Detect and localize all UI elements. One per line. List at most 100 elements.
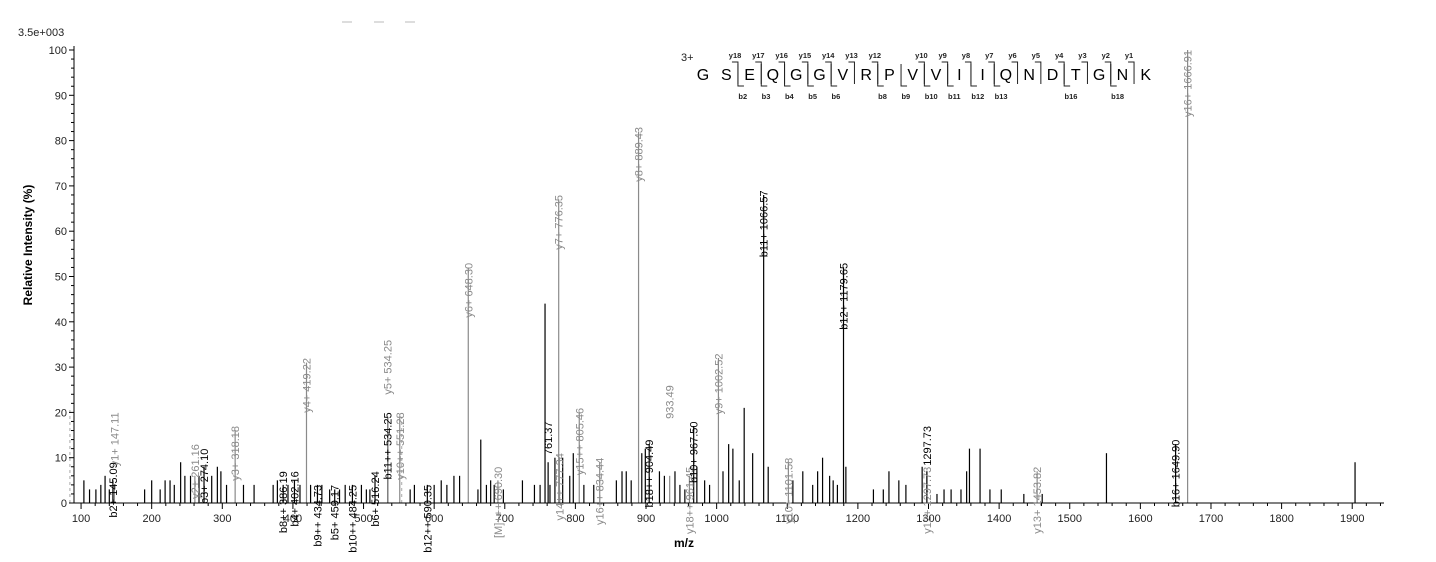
b-ion-number: 12 xyxy=(976,92,984,101)
sequence-charge: 3+ xyxy=(681,52,694,64)
peak-label: b11++ 534.25 xyxy=(383,412,395,479)
y-ion-bracket xyxy=(1081,61,1088,84)
y-ion-number: 1 xyxy=(1129,51,1133,60)
peak-label: y16++ 834.44 xyxy=(595,458,607,525)
y-ion-label: y xyxy=(938,51,943,60)
sequence-residue: I xyxy=(957,67,961,84)
b-ion-label: b xyxy=(995,92,1000,101)
sequence-residue: R xyxy=(860,67,872,84)
x-tick-label: 800 xyxy=(566,513,584,525)
y-ion-number: 5 xyxy=(1036,51,1040,60)
peak-label: y10++ 551.28 xyxy=(395,412,407,479)
peak-label: b2+ 145.09 xyxy=(108,462,120,517)
y-ion-number: 9 xyxy=(943,51,947,60)
b-ion-label: b xyxy=(738,92,743,101)
x-tick-label: 1400 xyxy=(987,513,1011,525)
x-tick-label: 300 xyxy=(213,513,231,525)
peak-label: b6+ 516.24 xyxy=(370,471,382,526)
peaks-layer xyxy=(69,50,1356,503)
sequence-residue: V xyxy=(837,67,848,84)
b-ion-bracket xyxy=(970,64,977,87)
b-ion-number: 10 xyxy=(929,92,937,101)
peak-label: y3+ 318.18 xyxy=(230,426,242,481)
peak-label: b12+ 1179.65 xyxy=(839,263,851,330)
peak-label: 761.37 xyxy=(543,421,555,455)
x-tick-label: 1900 xyxy=(1340,513,1364,525)
b-ion-bracket xyxy=(1063,64,1071,87)
peak-label: y12+ 1297.73 xyxy=(922,467,934,534)
peak-label: y16+ 1666.91 xyxy=(1183,50,1195,117)
sequence-residue: V xyxy=(907,67,918,84)
y-ion-label: y xyxy=(1102,51,1107,60)
b-ion-bracket xyxy=(760,64,768,87)
b-ion-number: 2 xyxy=(743,92,747,101)
sequence-residue: D xyxy=(1047,67,1059,84)
y-tick-label: 0 xyxy=(61,498,67,510)
sequence-residue: Q xyxy=(1000,67,1012,84)
peak-label: b16+ 1649.90 xyxy=(1171,440,1183,508)
sequence-residue: G xyxy=(697,67,709,84)
y-ion-number: 4 xyxy=(1059,51,1064,60)
sequence-residue: N xyxy=(1117,67,1129,84)
sequence-residue: S xyxy=(721,67,732,84)
peak-label: [M]+++ 690.30 xyxy=(493,467,505,538)
b-ion-bracket xyxy=(993,64,1001,87)
b-ion-label: b xyxy=(925,92,930,101)
peak-label: b10++ 484.25 xyxy=(347,485,359,553)
peak-label: y9+ 1002.52 xyxy=(713,354,725,415)
peak-label: b12++ 590.35 xyxy=(422,485,434,553)
peak-label: y2+ 261.16 xyxy=(190,444,202,499)
y-ion-label: y xyxy=(729,51,734,60)
b-ion-bracket xyxy=(923,64,931,87)
y-tick-label: 10 xyxy=(55,453,67,465)
b-ion-bracket xyxy=(830,64,838,87)
y-ion-number: 8 xyxy=(966,51,970,60)
y-ion-label: y xyxy=(1032,51,1037,60)
y-ion-number: 10 xyxy=(919,51,927,60)
y-ion-number: 14 xyxy=(826,51,835,60)
b-ion-number: 4 xyxy=(790,92,795,101)
b-ion-number: 11 xyxy=(953,92,961,101)
b-ion-label: b xyxy=(785,92,790,101)
b-ion-number: 8 xyxy=(883,92,887,101)
y-tick-label: 90 xyxy=(55,90,67,102)
peak-label: y5+ 534.25 xyxy=(383,340,395,395)
x-tick-label: 1000 xyxy=(704,513,728,525)
sequence-residue: G xyxy=(790,67,802,84)
y-ion-bracket xyxy=(848,61,855,84)
x-tick-label: 900 xyxy=(637,513,655,525)
x-tick-label: 1200 xyxy=(846,513,870,525)
peak-label: y4+ 419.22 xyxy=(301,358,313,413)
y-ion-label: y xyxy=(822,51,827,60)
x-tick-label: 1600 xyxy=(1128,513,1152,525)
peak-label: y6+ 648.30 xyxy=(463,263,475,318)
y-tick-label: 40 xyxy=(55,317,67,329)
y-ion-bracket xyxy=(1011,61,1019,84)
peak-label: b8++ 386.19 xyxy=(278,471,290,533)
x-tick-label: 400 xyxy=(284,513,302,525)
y-ion-label: y xyxy=(985,51,990,60)
peak-label: y13+ 1453.82 xyxy=(1032,467,1044,534)
y-tick-label: 50 xyxy=(55,272,67,284)
b-ion-label: b xyxy=(948,92,953,101)
y-axis-title: Relative Intensity (%) xyxy=(21,185,35,306)
peak-label: b5+ 459.17 xyxy=(330,485,342,540)
peak-label: y18++ 961.45 xyxy=(684,467,696,534)
x-tick-label: 100 xyxy=(72,513,90,525)
peak-label: y14++ 777.34 xyxy=(554,453,566,520)
y-ion-label: y xyxy=(1125,51,1130,60)
b-ion-number: 3 xyxy=(766,92,770,101)
b-ion-label: b xyxy=(1111,92,1116,101)
sequence-residue: Q xyxy=(767,67,779,84)
y-ion-bracket xyxy=(1128,61,1135,84)
y-ion-number: 3 xyxy=(1082,51,1086,60)
peak-label: b3+ 274.10 xyxy=(199,449,211,504)
y-tick-label: 30 xyxy=(55,362,67,374)
y-ion-label: y xyxy=(962,51,967,60)
b-ion-bracket xyxy=(947,64,954,87)
y-ion-label: y xyxy=(845,51,850,60)
b-ion-label: b xyxy=(901,92,906,101)
sequence-residue: G xyxy=(813,67,825,84)
